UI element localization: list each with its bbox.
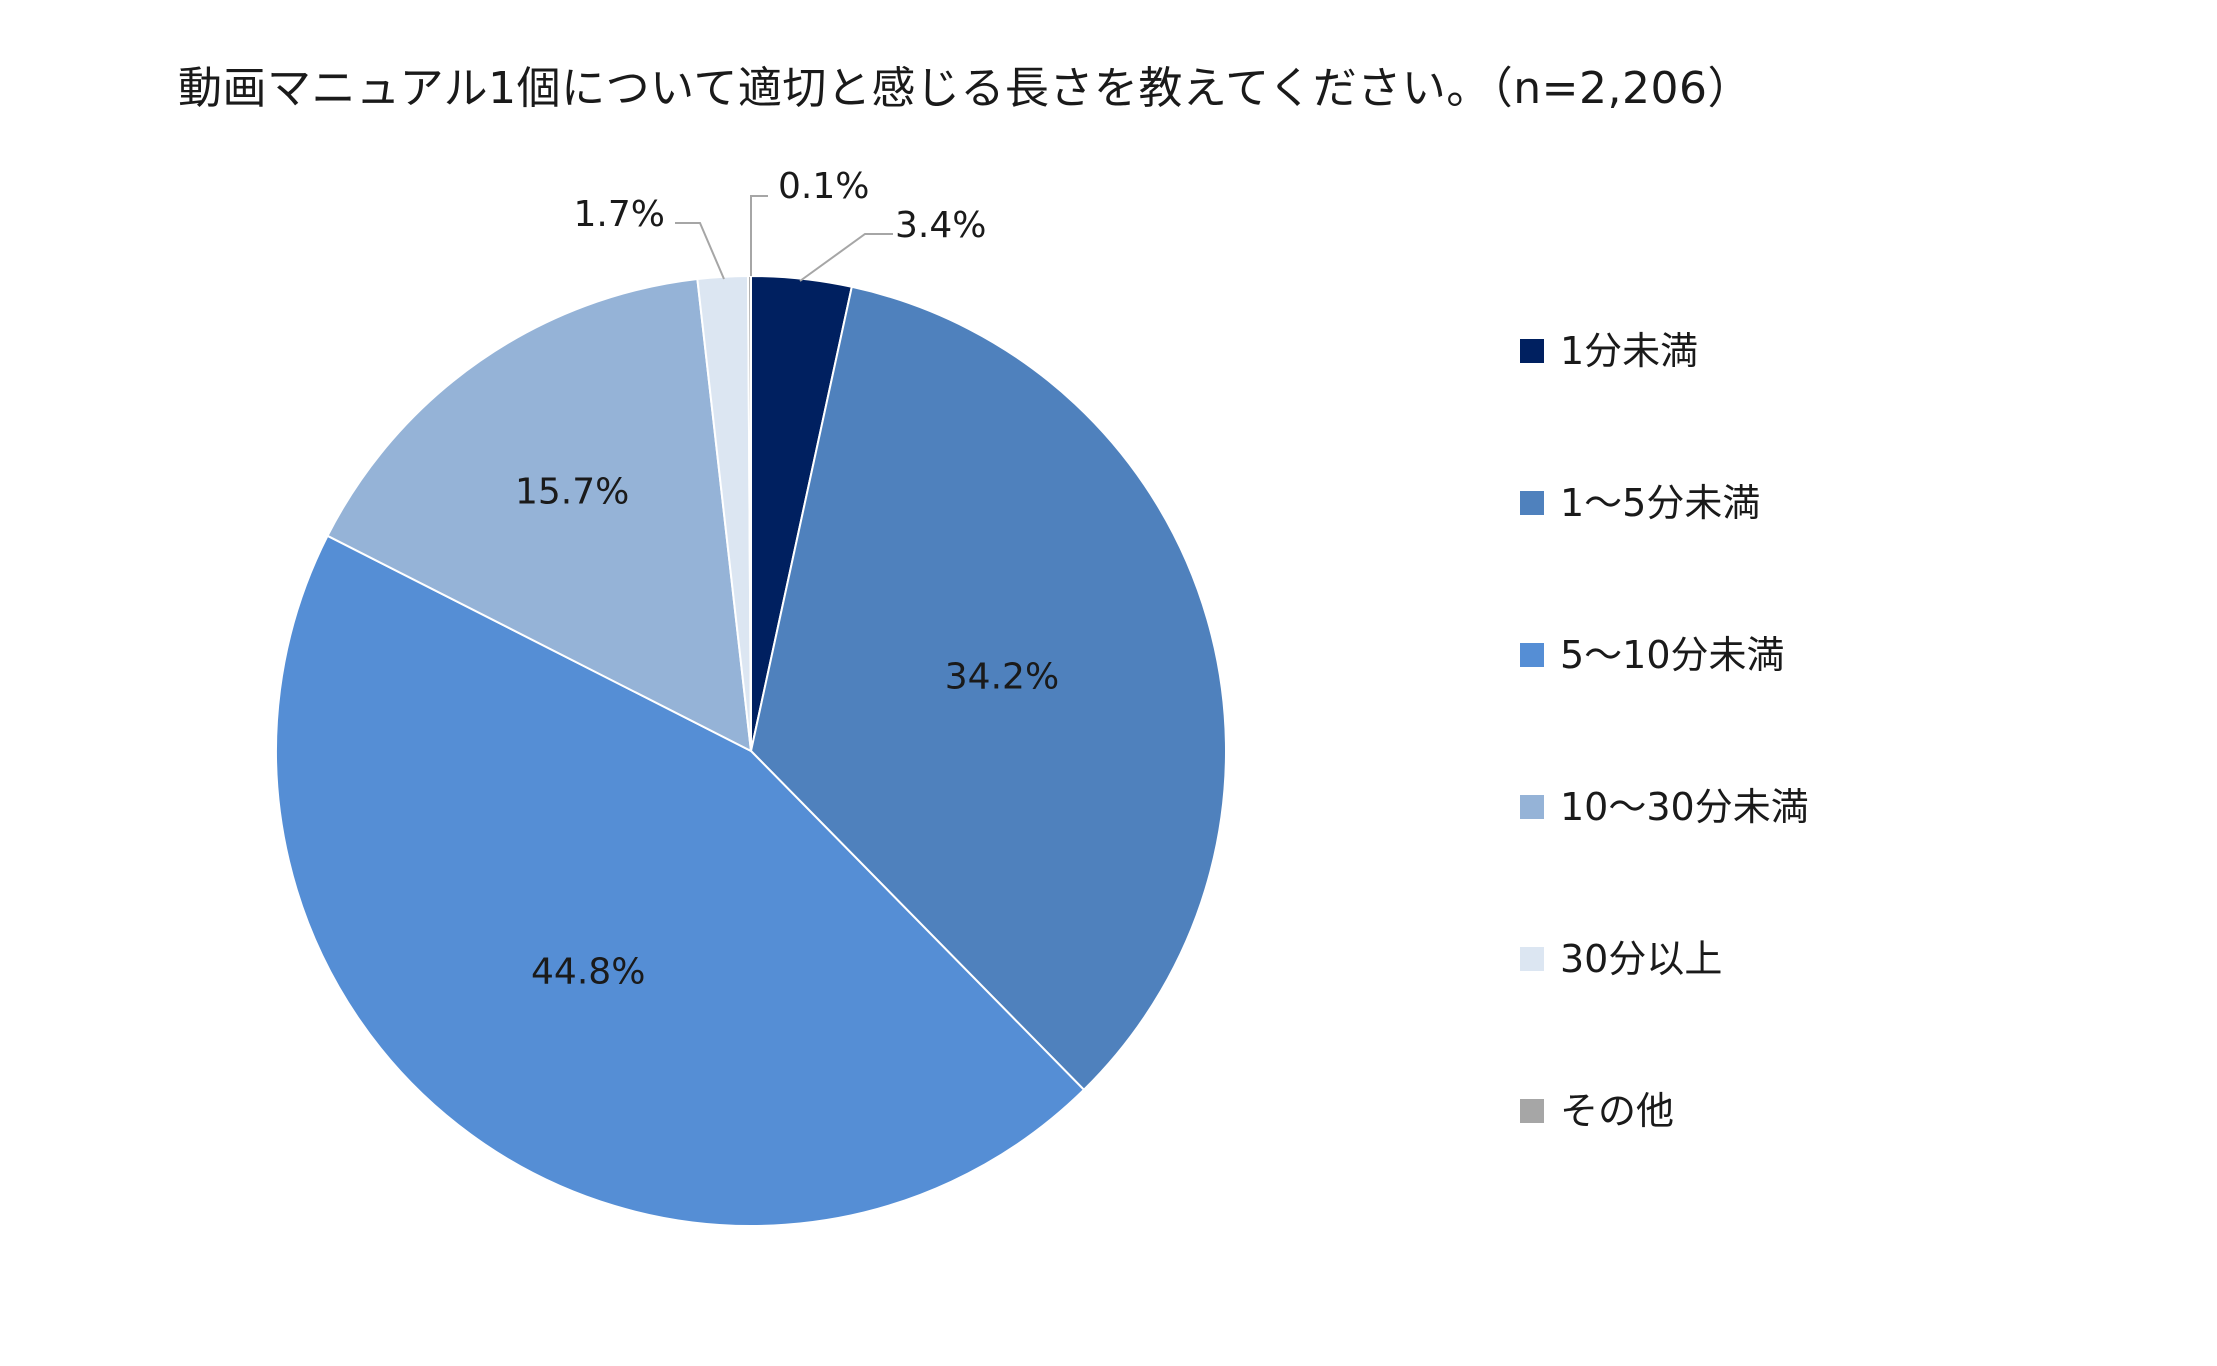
- legend-swatch: [1520, 339, 1544, 363]
- legend-swatch: [1520, 1099, 1544, 1123]
- legend-label: 1〜5分未満: [1560, 481, 1761, 525]
- slice-4: [326, 277, 753, 753]
- legend-swatch: [1520, 795, 1544, 819]
- data-label-1: 3.4%: [895, 205, 986, 246]
- legend-label: 5〜10分未満: [1560, 633, 1785, 677]
- legend-label: その他: [1560, 1089, 1675, 1133]
- data-label-3: 44.8%: [531, 951, 645, 992]
- slice-3: [275, 534, 1086, 1227]
- data-label-6: 0.1%: [778, 166, 869, 207]
- legend-label: 1分未満: [1560, 329, 1699, 373]
- legend-swatch: [1520, 643, 1544, 667]
- data-label-5: 1.7%: [574, 194, 665, 235]
- leader-line-1: [799, 233, 893, 282]
- leader-line-5: [675, 222, 725, 280]
- data-label-2: 34.2%: [945, 656, 1059, 697]
- chart-title: 動画マニュアル1個について適切と感じる長さを教えてください。（n=2,206）: [177, 63, 1753, 114]
- legend-label: 30分以上: [1560, 937, 1723, 981]
- data-label-4: 15.7%: [515, 471, 629, 512]
- legend-swatch: [1520, 947, 1544, 971]
- leader-line-6: [750, 195, 768, 276]
- slice-2: [749, 285, 1228, 1092]
- legend-label: 10〜30分未満: [1560, 785, 1809, 829]
- legend-swatch: [1520, 491, 1544, 515]
